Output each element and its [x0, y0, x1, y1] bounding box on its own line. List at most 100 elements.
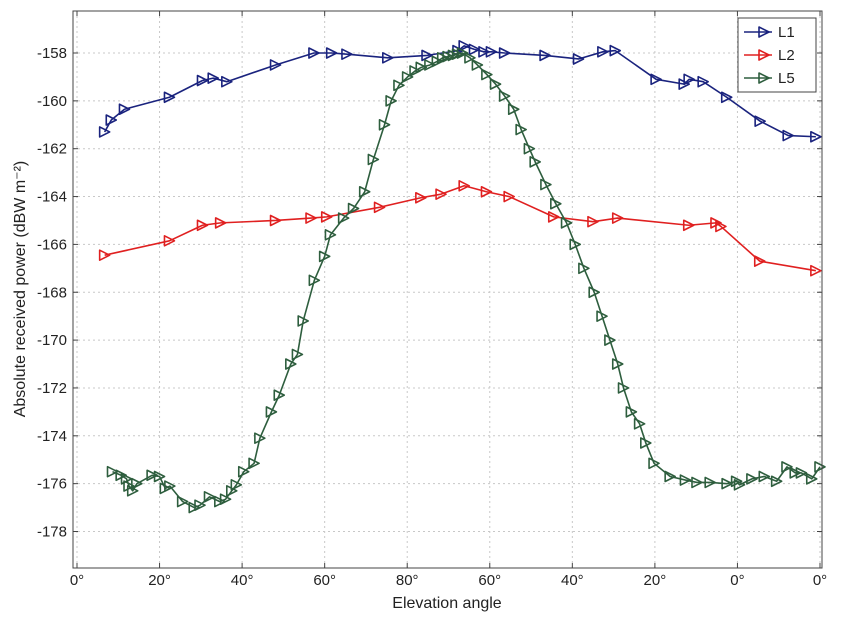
data-point-l5 [604, 334, 616, 346]
data-point-l1 [468, 43, 481, 56]
data-point-l1 [539, 49, 551, 62]
y-tick-label: -162 [37, 141, 67, 158]
data-point-l1 [609, 44, 622, 57]
data-point-l5 [273, 389, 286, 401]
data-point-l1 [754, 115, 766, 127]
x-tick-label: 40° [561, 572, 584, 589]
x-tick-label: 0° [813, 572, 827, 589]
x-tick-label: 40° [231, 572, 254, 589]
data-point-l5 [265, 406, 278, 418]
data-point-l5 [176, 495, 189, 508]
legend-marker-l2 [758, 49, 770, 61]
data-point-l5 [781, 461, 793, 473]
data-point-l1 [650, 73, 662, 86]
y-tick-label: -164 [37, 189, 67, 206]
data-point-l1 [697, 75, 709, 88]
data-point-l5 [358, 185, 371, 198]
series-line-l1 [103, 45, 816, 138]
data-point-l1 [458, 40, 470, 52]
data-point-l5 [401, 71, 414, 83]
data-point-l5 [248, 457, 260, 470]
data-point-l2 [196, 219, 209, 232]
data-point-l5 [237, 465, 250, 478]
data-point-l1 [118, 103, 131, 116]
data-point-l5 [378, 118, 391, 131]
data-point-l5 [691, 476, 703, 489]
data-point-l5 [123, 480, 135, 492]
y-tick-label: -168 [37, 284, 67, 301]
data-point-l1 [572, 53, 585, 65]
data-point-l5 [498, 90, 511, 102]
data-point-l5 [814, 461, 826, 473]
y-axis: -178 -176 -174 -172 -170 -168 -166 -164 -162 -160… [37, 45, 822, 541]
data-point-l5 [131, 477, 143, 490]
data-point-l5 [424, 59, 436, 71]
data-point-l5 [385, 95, 397, 107]
data-point-l2 [269, 214, 282, 227]
data-point-l5 [721, 477, 733, 490]
data-point-l1 [308, 47, 320, 59]
data-point-l1 [597, 46, 609, 58]
data-point-l5 [308, 274, 321, 287]
legend-label-l1: L1 [778, 24, 795, 41]
data-point-l1 [810, 130, 822, 143]
data-point-l2 [163, 235, 176, 247]
series-layer [98, 40, 826, 514]
data-point-l5 [578, 262, 590, 275]
data-point-l5 [285, 358, 297, 370]
x-axis-title: Elevation angle [392, 595, 502, 612]
data-point-l1 [105, 114, 118, 126]
data-point-l5 [625, 406, 638, 418]
data-point-l1 [98, 126, 111, 138]
data-point-l1 [683, 73, 695, 86]
data-point-l2 [503, 190, 515, 203]
y-tick-label: -176 [37, 476, 67, 493]
data-point-l5 [164, 480, 176, 492]
data-point-l2 [715, 220, 727, 233]
data-point-l5 [648, 457, 660, 470]
data-point-l5 [367, 153, 380, 166]
data-point-l2 [214, 217, 227, 229]
data-point-l5 [393, 79, 405, 92]
data-point-l5 [489, 78, 502, 90]
series-l2 [98, 179, 822, 277]
x-axis: 0° 20° 40° 60° 80° 60° 40° 20° 0° 0° [70, 11, 827, 589]
data-point-l5 [733, 479, 746, 491]
data-point-l5 [640, 437, 652, 449]
data-point-l5 [230, 479, 243, 491]
plot-area [73, 11, 822, 568]
data-point-l1 [720, 91, 733, 104]
data-point-l5 [730, 475, 743, 488]
data-point-l5 [194, 499, 206, 511]
data-point-l2 [587, 215, 599, 228]
data-point-l2 [480, 185, 493, 198]
data-point-l1 [196, 74, 209, 87]
plot-frame [72, 10, 823, 569]
data-point-l5 [318, 250, 331, 263]
data-point-l1 [325, 47, 338, 59]
data-point-l5 [795, 467, 808, 479]
x-tick-label: 0° [70, 572, 84, 589]
y-tick-label: -166 [37, 236, 67, 253]
y-tick-label: -172 [37, 380, 67, 397]
x-tick-label: 0° [730, 572, 744, 589]
data-point-l1 [207, 72, 220, 84]
data-point-l2 [373, 201, 386, 214]
data-point-l1 [498, 47, 511, 59]
x-tick-label: 80° [396, 572, 419, 589]
legend-label-l2: L2 [778, 47, 795, 64]
data-point-l5 [120, 473, 133, 485]
data-point-l2 [458, 179, 470, 192]
data-point-l5 [770, 475, 783, 488]
x-tick-label: 20° [148, 572, 171, 589]
data-point-l5 [746, 473, 758, 485]
data-point-l5 [515, 123, 527, 136]
data-point-l2 [753, 255, 766, 267]
data-point-l1 [485, 46, 498, 58]
data-point-l5 [805, 473, 818, 485]
data-point-l5 [758, 470, 771, 483]
data-point-l5 [153, 470, 166, 483]
data-point-l5 [409, 65, 421, 77]
legend-marker-l1 [758, 26, 770, 38]
